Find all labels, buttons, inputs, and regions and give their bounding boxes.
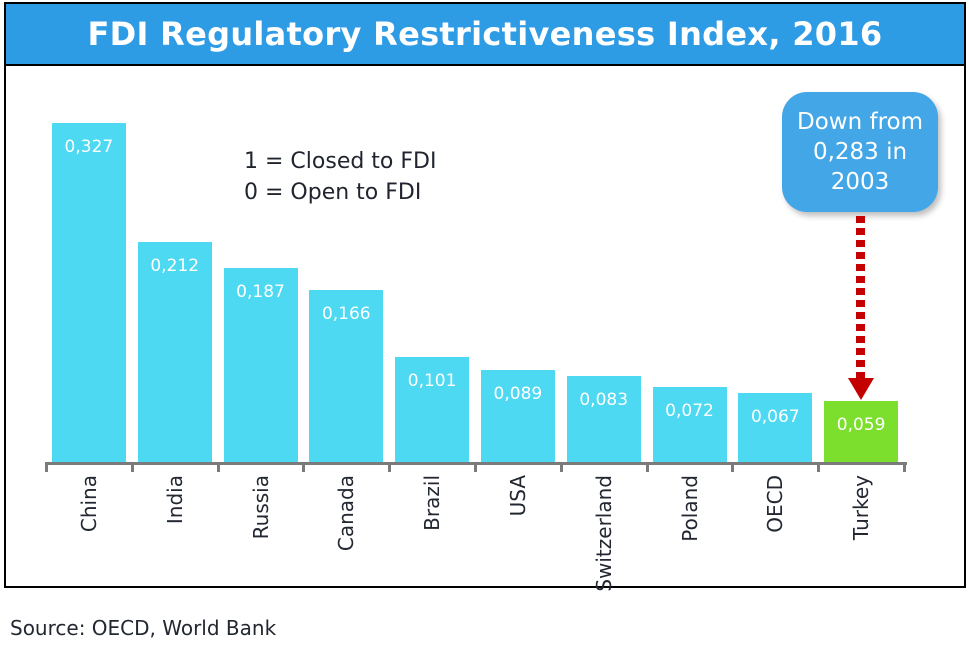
bar-value-label: 0,327 — [64, 137, 114, 157]
bar-value-label: 0,101 — [407, 371, 457, 391]
x-axis-label-india: India — [162, 475, 187, 525]
bar-canada: 0,166 — [309, 290, 384, 462]
down-arrow-icon — [848, 378, 874, 400]
bar-value-label: 0,083 — [579, 390, 629, 410]
x-axis-label-russia: Russia — [248, 475, 273, 540]
callout-bubble: Down from 0,283 in 2003 — [782, 92, 938, 212]
axis-tick — [216, 462, 220, 472]
x-axis-label-brazil: Brazil — [420, 475, 445, 531]
x-axis-label-canada: Canada — [334, 475, 359, 552]
bar-india: 0,212 — [137, 242, 212, 462]
axis-tick — [388, 462, 392, 472]
title-bar: FDI Regulatory Restrictiveness Index, 20… — [6, 4, 964, 66]
bar-value-label: 0,089 — [493, 384, 543, 404]
axis-tick — [817, 462, 821, 472]
bar-value-label: 0,059 — [836, 415, 886, 435]
legend-line-2: 0 = Open to FDI — [244, 180, 422, 205]
axis-tick — [302, 462, 306, 472]
callout-line-2: 0,283 in — [812, 139, 908, 165]
bar-value-label: 0,212 — [150, 256, 200, 276]
x-axis-label-poland: Poland — [677, 475, 702, 542]
chart-area: 1 = Closed to FDI 0 = Open to FDI 0,327 0,… — [6, 66, 964, 592]
bar-china: 0,327 — [51, 123, 126, 462]
page-title: FDI Regulatory Restrictiveness Index, 20… — [87, 15, 883, 53]
x-axis-label-turkey: Turkey — [849, 475, 874, 541]
chart-frame: FDI Regulatory Restrictiveness Index, 20… — [4, 2, 966, 592]
callout-line-3: 2003 — [830, 169, 890, 195]
bar-value-label: 0,072 — [665, 401, 714, 421]
bar-poland: 0,072 — [652, 387, 727, 462]
bar-usa: 0,089 — [480, 370, 555, 462]
legend-note: 1 = Closed to FDI 0 = Open to FDI — [244, 146, 436, 208]
x-axis-label-switzerland: Switzerland — [591, 475, 616, 592]
x-axis-label-usa: USA — [505, 475, 530, 517]
callout-line-1: Down from — [796, 109, 923, 135]
bar-switzerland: 0,083 — [566, 376, 641, 462]
axis-tick — [645, 462, 649, 472]
source-note: Source: OECD, World Bank — [10, 616, 277, 640]
bar-value-label: 0,067 — [750, 407, 800, 427]
bar-value-label: 0,187 — [236, 282, 285, 302]
x-axis-label-oecd: OECD — [763, 475, 788, 533]
axis-tick — [130, 462, 134, 472]
legend-line-1: 1 = Closed to FDI — [244, 149, 437, 174]
axis-tick — [45, 462, 48, 472]
bar-oecd: 0,067 — [738, 393, 813, 462]
axis-tick — [731, 462, 735, 472]
bar-brazil: 0,101 — [395, 357, 470, 462]
bar-value-label: 0,166 — [321, 304, 371, 324]
axis-tick — [559, 462, 563, 472]
bar-turkey: 0,059 — [824, 401, 899, 462]
axis-tick — [474, 462, 477, 472]
dashed-arrow-line — [856, 216, 865, 380]
axis-tick — [903, 462, 906, 472]
bar-russia: 0,187 — [223, 268, 298, 462]
x-axis-label-china: China — [76, 475, 101, 533]
